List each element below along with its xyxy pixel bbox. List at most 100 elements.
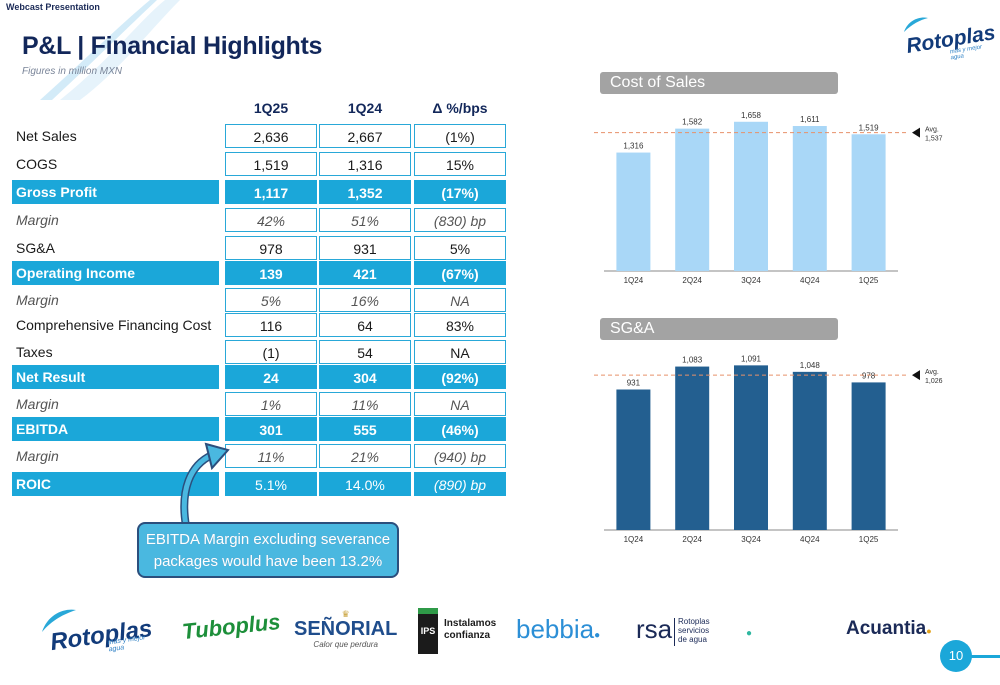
acuantia-dot-icon: ● [926,626,932,636]
page-number-line [968,655,1000,658]
ips-badge: IPS [418,608,438,654]
row-label: EBITDA [12,417,219,441]
column-header-1q24: 1Q24 [347,100,383,116]
senorial-logo: ♛ SEÑORIAL Calor que perdura [294,610,398,650]
table-cell: 5% [414,236,506,260]
bar-value-label: 1,519 [859,123,880,132]
bar-2q24 [675,128,710,271]
bar-1q24 [616,389,651,530]
table-cell: 2,636 [225,124,317,148]
table-row: COGS 1,519 1,316 15% [12,152,512,178]
ips-logo: IPS Instalamos confianza [418,608,498,654]
table-cell: (17%) [414,180,506,204]
table-cell: 14.0% [319,472,411,496]
table-cell: (67%) [414,261,506,285]
senorial-logo-word: SEÑORIAL [294,618,398,640]
table-cell: 5.1% [225,472,317,496]
x-tick-label: 1Q25 [859,276,879,285]
bar-value-label: 1,091 [741,354,762,363]
table-cell: 1,352 [319,180,411,204]
cost-of-sales-chart: 1,316 1Q24 1,582 2Q24 1,658 3Q24 1,611 4Q24 1,51… [594,111,943,285]
x-tick-label: 3Q24 [741,535,761,544]
sga-chart-title: SG&A [600,318,838,340]
ips-text-1: Instalamos [444,618,497,629]
table-cell: 16% [319,288,411,312]
rsa-divider [674,618,675,646]
table-cell: 5% [225,288,317,312]
bar-value-label: 931 [627,379,641,388]
rsa-text-block: Rotoplas servicios de agua [678,617,710,644]
cost-of-sales-chart-title: Cost of Sales [600,72,838,94]
presentation-label: Webcast Presentation [6,2,100,12]
acuantia-logo: Acuantia● [846,618,932,640]
callout-arrow-icon [180,442,230,530]
table-cell: 1,519 [225,152,317,176]
bar-1q25 [851,382,886,530]
bar-3q24 [734,365,768,530]
table-row: Margin 1% 11% NA [12,392,512,418]
ebitda-callout: EBITDA Margin excluding severance packag… [137,522,399,578]
table-row: EBITDA 301 555 (46%) [12,417,512,443]
table-row: Margin 11% 21% (940) bp [12,444,512,470]
table-row: Margin 42% 51% (830) bp [12,208,512,234]
average-value-label: 1,026 [925,378,943,385]
column-header-1q25: 1Q25 [253,100,289,116]
row-label: Net Sales [16,128,77,144]
row-label: COGS [16,156,58,172]
average-marker-icon [912,127,920,138]
bebbia-dot-icon: ● [594,630,601,641]
ips-badge-text: IPS [420,626,436,636]
ips-text-2: confianza [444,630,491,641]
table-cell: 931 [319,236,411,260]
rsa-text-2: servicios [678,626,710,635]
tuboplus-logo-word: Tuboplus [180,608,282,645]
callout-line-1: EBITDA Margin excluding severance [145,531,391,548]
ips-accent-bar [418,608,438,614]
page-subtitle: Figures in million MXN [22,66,123,77]
decorative-swoosh [40,0,180,100]
table-cell: (830) bp [414,208,506,232]
x-tick-label: 2Q24 [682,535,702,544]
table-cell: 139 [225,261,317,285]
table-cell: 15% [414,152,506,176]
bar-value-label: 1,582 [682,118,703,127]
x-tick-label: 4Q24 [800,276,820,285]
table-cell: (890) bp [414,472,506,496]
bar-value-label: 1,658 [741,111,762,120]
x-tick-label: 1Q25 [859,535,879,544]
x-tick-label: 1Q24 [624,276,644,285]
table-cell: 1,316 [319,152,411,176]
page-title: P&L | Financial Highlights [22,32,323,60]
sga-chart: 931 1Q24 1,083 2Q24 1,091 3Q24 1,048 4Q24 978 1Q2… [594,354,943,544]
table-cell: 555 [319,417,411,441]
rsa-logo-word: rsa [636,614,673,644]
table-cell: 21% [319,444,411,468]
row-label: Taxes [16,344,53,360]
table-cell: 24 [225,365,317,389]
bar-1q24 [616,152,651,271]
riеggo-logo: ● [746,612,752,643]
bebbia-logo-word: bebbia [516,614,595,644]
average-marker-icon [912,370,920,381]
bar-4q24 [792,371,827,530]
row-label: Margin [16,396,59,412]
row-label: Comprehensive Financing Cost [16,317,212,333]
table-cell: 1% [225,392,317,416]
table-cell: 978 [225,236,317,260]
table-cell: 64 [319,313,411,337]
page-number: 10 [940,640,972,672]
average-label: Avg. [925,369,939,376]
table-cell: 2,667 [319,124,411,148]
average-label: Avg. [925,127,939,134]
x-tick-label: 1Q24 [624,535,644,544]
row-label: Net Result [12,365,219,389]
table-row: Comprehensive Financing Cost 116 64 83% [12,313,512,339]
bar-1q25 [851,134,886,271]
table-cell: NA [414,288,506,312]
bar-3q24 [734,121,768,271]
row-label: Margin [16,292,59,308]
table-row: ROIC 5.1% 14.0% (890) bp [12,472,512,498]
table-row: Gross Profit 1,117 1,352 (17%) [12,180,512,206]
acuantia-logo-word: Acuantia [846,618,927,639]
table-row: Margin 5% 16% NA [12,288,512,314]
